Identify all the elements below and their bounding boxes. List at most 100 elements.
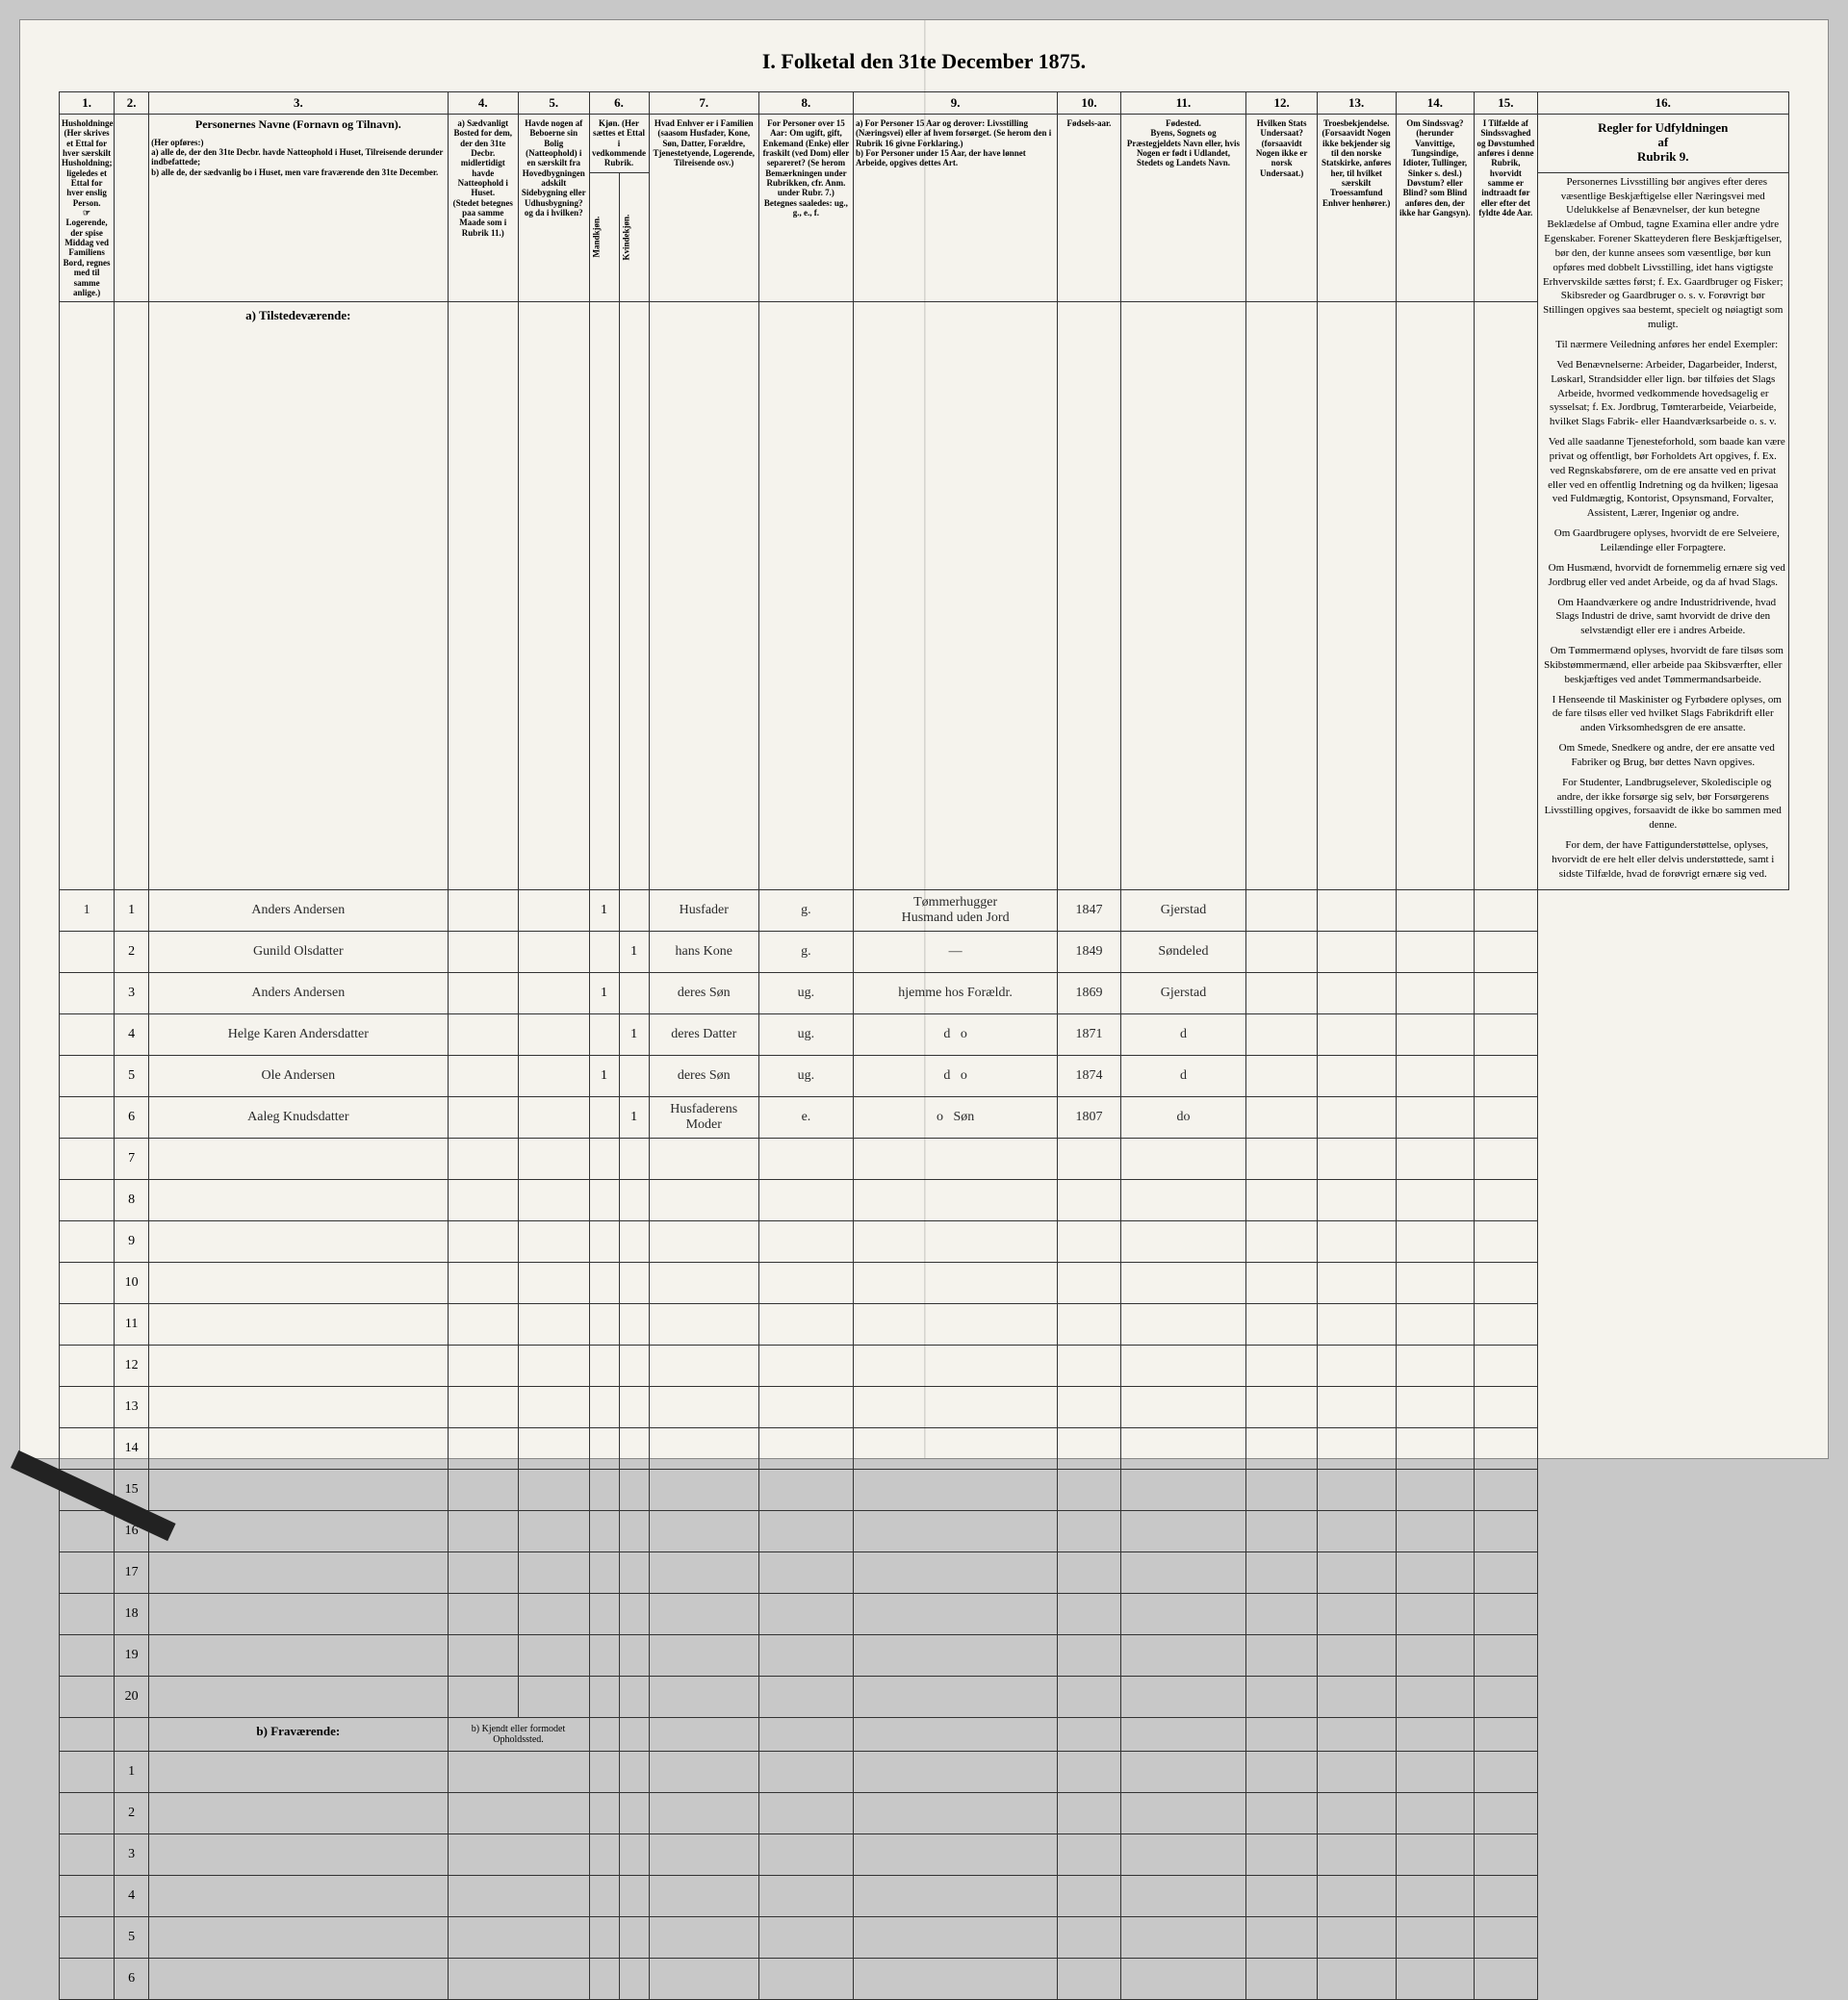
cell-occ: d o xyxy=(853,1055,1057,1096)
section-a-label: a) Tilstedeværende: xyxy=(149,302,448,890)
cell-c12 xyxy=(1246,889,1318,931)
cell-c13 xyxy=(1317,1096,1396,1138)
cell-place: do xyxy=(1120,1096,1246,1138)
hdr-6a: Mandkjøn. xyxy=(589,172,619,301)
hdr-13: Troesbekjendelse. (Forsaavidt Nogen ikke… xyxy=(1317,115,1396,302)
hdr-3: Personernes Navne (Fornavn og Tilnavn). … xyxy=(149,115,448,302)
hdr-6: Kjøn. (Her sættes et Ettal i vedkommende… xyxy=(589,115,649,173)
cell-occ: hjemme hos Forældr. xyxy=(853,972,1057,1013)
cell-c13 xyxy=(1317,931,1396,972)
cell-n: 4 xyxy=(115,1013,149,1055)
cell-occ: — xyxy=(853,931,1057,972)
cell-fam: deres Søn xyxy=(649,972,758,1013)
table-row: 18 xyxy=(60,1593,1789,1634)
col-num-11: 11. xyxy=(1120,92,1246,115)
cell-c13 xyxy=(1317,972,1396,1013)
cell-hh: 1 xyxy=(60,889,115,931)
cell-m: 1 xyxy=(589,889,619,931)
cell-hh xyxy=(60,931,115,972)
hdr-6b: Kvindekjøn. xyxy=(619,172,649,301)
col-num-16: 16. xyxy=(1537,92,1788,115)
hdr-15: I Tilfælde af Sindssvaghed og Døvstumhed… xyxy=(1475,115,1537,302)
cell-ms: g. xyxy=(758,889,853,931)
table-row: 3 xyxy=(60,1833,1789,1875)
cell-c12 xyxy=(1246,1013,1318,1055)
cell-name: Helge Karen Andersdatter xyxy=(149,1013,448,1055)
cell-m xyxy=(589,1096,619,1138)
hdr-9: a) For Personer 15 Aar og derover: Livss… xyxy=(853,115,1057,302)
cell-c14 xyxy=(1396,1013,1475,1055)
page-fold xyxy=(924,20,926,1458)
hdr-12: Hvilken Stats Undersaat? (forsaavidt Nog… xyxy=(1246,115,1318,302)
cell-hh xyxy=(60,1055,115,1096)
instruction-paragraph: Ved alle saadanne Tjenesteforhold, som b… xyxy=(1541,435,1785,521)
cell-fam: deres Søn xyxy=(649,1055,758,1096)
hdr-5: Havde nogen af Beboerne sin Bolig (Natte… xyxy=(519,115,590,302)
hdr-7: Hvad Enhver er i Familien (saasom Husfad… xyxy=(649,115,758,302)
col-num-14: 14. xyxy=(1396,92,1475,115)
cell-yr: 1874 xyxy=(1058,1055,1120,1096)
cell-n: 5 xyxy=(115,1055,149,1096)
table-row: 4 xyxy=(60,1875,1789,1916)
col-num-15: 15. xyxy=(1475,92,1537,115)
instruction-paragraph: Om Husmænd, hvorvidt de fornemmelig ernæ… xyxy=(1541,561,1785,590)
cell-c5 xyxy=(519,1013,590,1055)
table-row: 2 xyxy=(60,1792,1789,1833)
hdr-3-sub: (Her opføres:) a) alle de, der den 31te … xyxy=(151,138,445,177)
cell-c15 xyxy=(1475,1055,1537,1096)
cell-m: 1 xyxy=(589,972,619,1013)
col-num-7: 7. xyxy=(649,92,758,115)
col-num-10: 10. xyxy=(1058,92,1120,115)
table-row: 6 xyxy=(60,1958,1789,1999)
instruction-paragraph: Om Smede, Snedkere og andre, der ere ans… xyxy=(1541,741,1785,770)
instruction-paragraph: Om Gaardbrugere oplyses, hvorvidt de ere… xyxy=(1541,526,1785,555)
cell-n: 1 xyxy=(115,889,149,931)
cell-hh xyxy=(60,972,115,1013)
hdr-1: Husholdninger. (Her skrives et Ettal for… xyxy=(60,115,115,302)
cell-c4 xyxy=(448,972,519,1013)
cell-k: 1 xyxy=(619,1013,649,1055)
col-num-1: 1. xyxy=(60,92,115,115)
cell-ms: ug. xyxy=(758,1013,853,1055)
cell-place: d xyxy=(1120,1055,1246,1096)
col-num-13: 13. xyxy=(1317,92,1396,115)
cell-c15 xyxy=(1475,931,1537,972)
cell-c14 xyxy=(1396,1096,1475,1138)
table-row: 5 xyxy=(60,1916,1789,1958)
cell-c15 xyxy=(1475,1096,1537,1138)
col-num-12: 12. xyxy=(1246,92,1318,115)
cell-c13 xyxy=(1317,1055,1396,1096)
cell-c12 xyxy=(1246,1055,1318,1096)
instruction-paragraph: For dem, der have Fattigunderstøttelse, … xyxy=(1541,838,1785,882)
cell-occ: Tømmerhugger Husmand uden Jord xyxy=(853,889,1057,931)
cell-m: 1 xyxy=(589,1055,619,1096)
cell-yr: 1869 xyxy=(1058,972,1120,1013)
hdr-14: Om Sindssvag? (herunder Vanvittige, Tung… xyxy=(1396,115,1475,302)
cell-c4 xyxy=(448,1013,519,1055)
cell-name: Anders Andersen xyxy=(149,972,448,1013)
hdr-4: a) Sædvanligt Bosted for dem, der den 31… xyxy=(448,115,519,302)
cell-c5 xyxy=(519,889,590,931)
cell-yr: 1871 xyxy=(1058,1013,1120,1055)
instructions-col: Personernes Livsstilling bør angives eft… xyxy=(1537,172,1788,889)
table-row: 1 xyxy=(60,1751,1789,1792)
cell-n: 2 xyxy=(115,931,149,972)
cell-k xyxy=(619,1055,649,1096)
col-num-8: 8. xyxy=(758,92,853,115)
cell-place: d xyxy=(1120,1013,1246,1055)
instruction-paragraph: Personernes Livsstilling bør angives eft… xyxy=(1541,175,1785,332)
cell-hh xyxy=(60,1013,115,1055)
cell-m xyxy=(589,931,619,972)
cell-ms: g. xyxy=(758,931,853,972)
cell-ms: ug. xyxy=(758,1055,853,1096)
cell-k xyxy=(619,889,649,931)
cell-occ: d o xyxy=(853,1013,1057,1055)
cell-place: Gjerstad xyxy=(1120,889,1246,931)
cell-fam: deres Datter xyxy=(649,1013,758,1055)
hdr-11: Fødested. Byens, Sognets og Præstegjelde… xyxy=(1120,115,1246,302)
cell-c5 xyxy=(519,931,590,972)
cell-c4 xyxy=(448,1096,519,1138)
table-row: 16 xyxy=(60,1510,1789,1551)
cell-name: Aaleg Knudsdatter xyxy=(149,1096,448,1138)
cell-c4 xyxy=(448,931,519,972)
